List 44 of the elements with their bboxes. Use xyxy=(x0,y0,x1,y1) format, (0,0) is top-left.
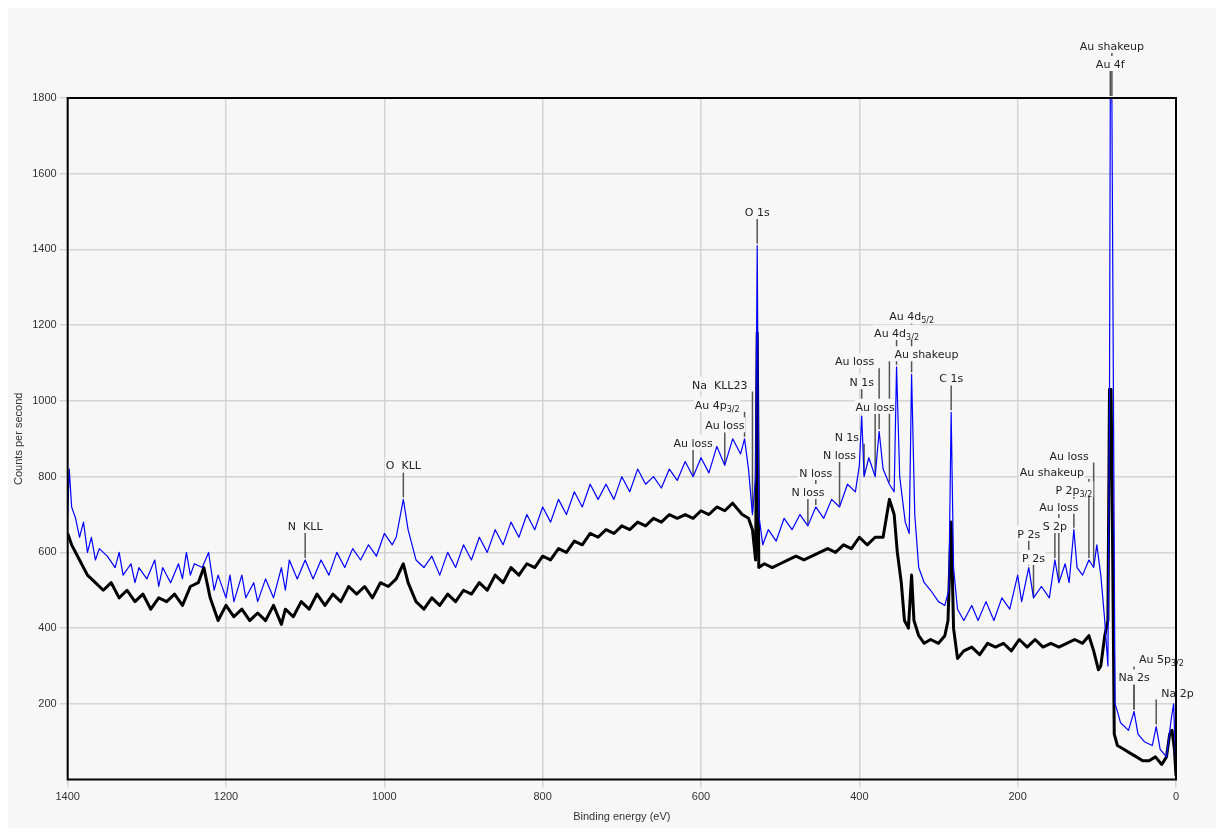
annotation: N loss xyxy=(823,448,857,462)
annotation: S 2p xyxy=(1042,519,1068,533)
y-tick-label: 1400 xyxy=(32,242,57,255)
annotation: Na KLL23 xyxy=(692,378,748,392)
x-tick-label: 1000 xyxy=(372,790,397,803)
y-tick-label: 1600 xyxy=(32,166,57,179)
y-tick-label: 1200 xyxy=(32,318,57,331)
x-tick-label: 0 xyxy=(1172,790,1180,803)
annotation: Au shakeup xyxy=(894,348,959,362)
annotation: Au loss xyxy=(673,436,713,450)
annotation: Au loss xyxy=(1049,449,1089,463)
annotation: Au shakeup xyxy=(1079,40,1144,53)
annotation: N loss xyxy=(791,485,825,499)
x-tick-label: 400 xyxy=(850,790,869,803)
annotation: Au loss xyxy=(834,355,875,369)
annotation: Au loss xyxy=(1039,500,1079,514)
annotation: N 1s xyxy=(849,376,875,390)
x-axis-title: Binding energy (eV) xyxy=(573,810,671,823)
y-tick-label: 800 xyxy=(38,469,57,482)
y-tick-label: 200 xyxy=(38,696,57,709)
x-tick-label: 200 xyxy=(1008,790,1027,803)
annotation: N 1s xyxy=(834,430,860,444)
y-axis-title: Counts per second xyxy=(11,392,24,485)
y-tick-label: 600 xyxy=(38,545,57,558)
annotation: Na 2s xyxy=(1118,671,1150,685)
annotation: Au shakeup xyxy=(1019,465,1084,479)
y-tick-label: 1800 xyxy=(32,91,57,104)
x-tick-label: 1400 xyxy=(55,790,80,803)
y-tick-label: 400 xyxy=(38,621,57,634)
x-tick-label: 1200 xyxy=(213,790,239,803)
annotation: C 1s xyxy=(939,372,964,386)
annotation: Au loss xyxy=(705,419,745,433)
annotation: O 1s xyxy=(744,205,770,219)
annotation: N KLL xyxy=(287,519,324,533)
annotation: O KLL xyxy=(385,459,422,473)
annotation: Au loss xyxy=(855,400,896,414)
annotation: Na 2p xyxy=(1161,686,1194,700)
annotation: Au 4f xyxy=(1095,58,1126,71)
x-tick-label: 800 xyxy=(533,790,552,803)
annotation: P 2s xyxy=(1017,527,1041,541)
annotation: P 2s xyxy=(1022,551,1046,565)
x-tick-label: 600 xyxy=(691,790,711,803)
annotation: N loss xyxy=(799,466,833,480)
y-tick-label: 1000 xyxy=(32,393,57,406)
